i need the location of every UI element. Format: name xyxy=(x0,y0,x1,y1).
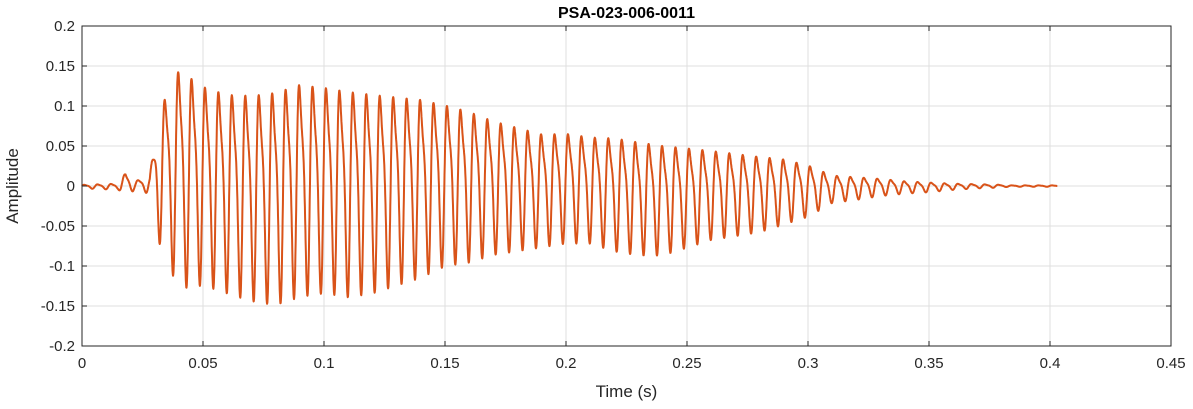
x-tick-label: 0.25 xyxy=(672,355,701,372)
signal-layer xyxy=(81,71,1058,305)
y-axis-label: Amplitude xyxy=(3,148,22,224)
x-tick-label: 0 xyxy=(78,355,86,372)
y-tick-label: -0.1 xyxy=(49,258,75,275)
x-axis-label: Time (s) xyxy=(596,382,658,401)
x-tick-label: 0.4 xyxy=(1040,355,1061,372)
chart-title: PSA-023-006-0011 xyxy=(558,5,695,22)
x-tick-label: 0.1 xyxy=(314,355,335,372)
x-tick-label: 0.05 xyxy=(188,355,217,372)
x-tick-label: 0.35 xyxy=(914,355,943,372)
axis-ticks: 0 0.05 0.1 0.15 0.2 0.25 0.3 0.35 0.4 0.45 -0.2 -0.… xyxy=(41,18,1186,372)
y-tick-label: -0.05 xyxy=(41,218,75,235)
x-tick-label: 0.3 xyxy=(798,355,819,372)
y-tick-label: 0.2 xyxy=(54,18,75,35)
x-tick-label: 0.45 xyxy=(1156,355,1185,372)
y-tick-label: 0.05 xyxy=(46,138,75,155)
y-tick-label: 0.1 xyxy=(54,98,75,115)
y-tick-label: -0.15 xyxy=(41,298,75,315)
y-tick-label: -0.2 xyxy=(49,338,75,355)
x-tick-label: 0.2 xyxy=(556,355,577,372)
y-tick-label: 0.15 xyxy=(46,58,75,75)
x-tick-label: 0.15 xyxy=(430,355,459,372)
y-tick-label: 0 xyxy=(67,178,75,195)
waveform-series-line xyxy=(81,71,1058,305)
